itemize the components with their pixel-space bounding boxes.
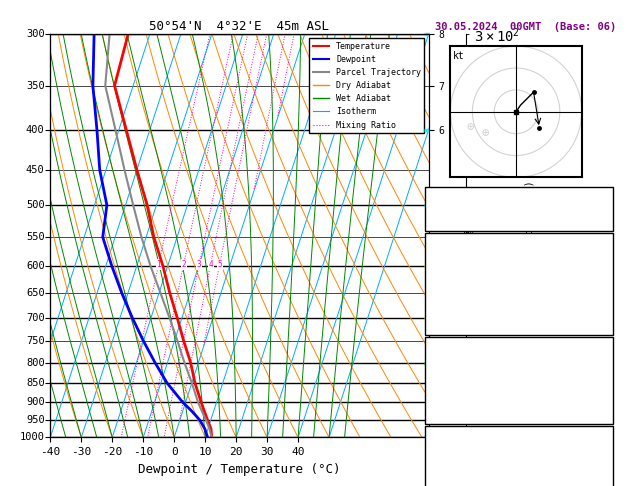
Text: 4: 4	[208, 260, 213, 269]
Text: 5: 5	[604, 414, 610, 423]
Text: 700: 700	[26, 313, 45, 323]
Text: 2: 2	[604, 384, 610, 394]
Y-axis label: km
ASL: km ASL	[460, 225, 478, 246]
X-axis label: Dewpoint / Temperature (°C): Dewpoint / Temperature (°C)	[138, 463, 341, 476]
Text: 900: 900	[26, 397, 45, 407]
Text: StmDir: StmDir	[428, 474, 465, 484]
Text: 10.8: 10.8	[585, 266, 610, 276]
Text: 950: 950	[26, 415, 45, 425]
Text: Totals Totals: Totals Totals	[428, 206, 509, 215]
Text: CAPE (J): CAPE (J)	[428, 310, 477, 319]
Text: Lifted Index: Lifted Index	[428, 295, 503, 305]
Text: 1000: 1000	[19, 433, 45, 442]
Text: 1: 1	[156, 260, 161, 269]
Text: LCL: LCL	[432, 433, 450, 442]
Text: SREH: SREH	[428, 459, 453, 469]
Text: Hodograph: Hodograph	[491, 430, 547, 440]
Text: CAPE (J): CAPE (J)	[428, 399, 477, 409]
Text: Temp (°C): Temp (°C)	[428, 251, 484, 261]
Text: 550: 550	[26, 232, 45, 242]
Text: Dewp (°C): Dewp (°C)	[428, 266, 484, 276]
Text: 0: 0	[604, 324, 610, 334]
Text: CIN (J): CIN (J)	[428, 414, 472, 423]
Text: 350: 350	[26, 81, 45, 91]
Text: 5: 5	[604, 295, 610, 305]
Text: 850: 850	[26, 378, 45, 388]
Text: 12: 12	[598, 445, 610, 454]
Text: CIN (J): CIN (J)	[428, 324, 472, 334]
Text: 5: 5	[217, 260, 222, 269]
Text: 500: 500	[26, 200, 45, 210]
Text: 650: 650	[26, 288, 45, 298]
Text: θᵉ (K): θᵉ (K)	[428, 370, 465, 380]
Text: K: K	[428, 191, 434, 201]
Text: Surface: Surface	[497, 237, 541, 246]
Text: 450: 450	[26, 165, 45, 175]
Text: 750: 750	[26, 336, 45, 346]
Title: 50°54'N  4°32'E  45m ASL: 50°54'N 4°32'E 45m ASL	[150, 20, 330, 33]
Text: EH: EH	[428, 445, 440, 454]
Text: 310: 310	[591, 370, 610, 380]
Text: 2: 2	[181, 260, 186, 269]
Text: Lifted Index: Lifted Index	[428, 384, 503, 394]
Legend: Temperature, Dewpoint, Parcel Trajectory, Dry Adiabat, Wet Adiabat, Isotherm, Mi: Temperature, Dewpoint, Parcel Trajectory…	[309, 38, 425, 133]
Text: Pressure (mb): Pressure (mb)	[428, 355, 509, 365]
Text: 3: 3	[197, 260, 201, 269]
Text: PW (cm): PW (cm)	[428, 220, 472, 230]
Text: 2: 2	[604, 399, 610, 409]
Text: ⊕: ⊕	[467, 121, 474, 134]
Text: © weatheronline.co.uk: © weatheronline.co.uk	[455, 469, 579, 479]
Text: kt: kt	[453, 51, 464, 61]
Y-axis label: Mixing Ratio (g/kg): Mixing Ratio (g/kg)	[525, 180, 535, 292]
Text: 48: 48	[598, 206, 610, 215]
Text: 305°: 305°	[585, 474, 610, 484]
Text: 0: 0	[604, 310, 610, 319]
Text: 21: 21	[598, 191, 610, 201]
Text: 36: 36	[598, 459, 610, 469]
Text: Most Unstable: Most Unstable	[478, 341, 560, 350]
Text: 12.1: 12.1	[585, 251, 610, 261]
Text: θᵉ(K): θᵉ(K)	[428, 280, 459, 290]
Text: 1.99: 1.99	[585, 220, 610, 230]
Text: 300: 300	[26, 29, 45, 39]
Text: 800: 800	[26, 358, 45, 367]
Text: 975: 975	[591, 355, 610, 365]
Text: 30.05.2024  00GMT  (Base: 06): 30.05.2024 00GMT (Base: 06)	[435, 22, 616, 32]
Text: 400: 400	[26, 125, 45, 136]
Text: 307: 307	[591, 280, 610, 290]
Text: 600: 600	[26, 261, 45, 271]
Text: ⊕: ⊕	[482, 127, 489, 140]
